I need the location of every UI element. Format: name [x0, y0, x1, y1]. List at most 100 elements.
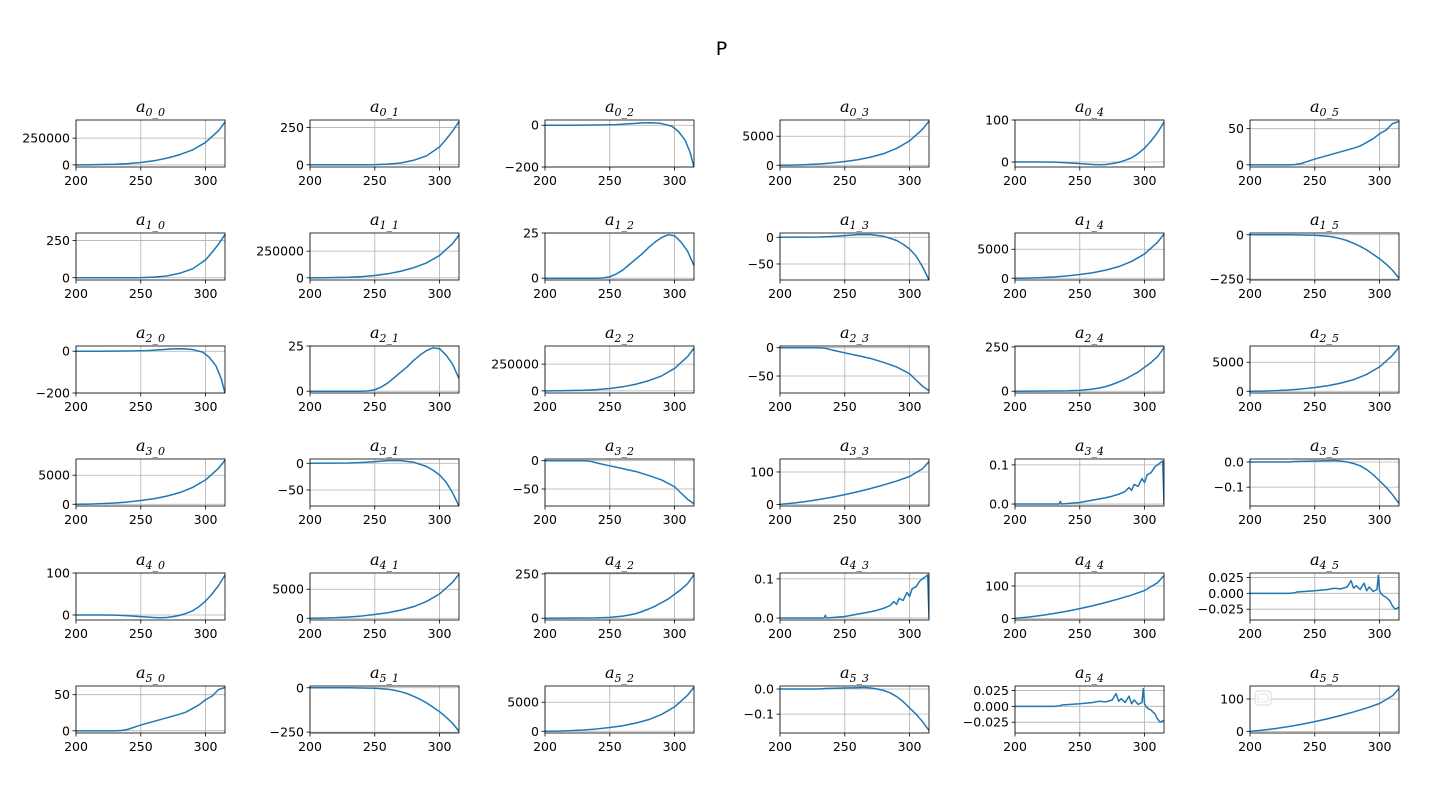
- series-line: [780, 120, 929, 167]
- x-tick-label: 300: [194, 173, 218, 188]
- subplot-3-4: 200 250 300 0.0 0.1 a3_4: [989, 436, 1165, 527]
- subplot-3-5: 200 250 300 0.0 −0.1 a3_5: [1214, 436, 1400, 527]
- y-tick-label: 0: [1236, 157, 1244, 172]
- x-tick-label: 200: [1238, 173, 1262, 188]
- title-subscript: 0_5: [1320, 106, 1340, 119]
- y-tick-label: 250: [280, 120, 304, 135]
- title-letter: a: [136, 323, 146, 342]
- y-tick-label: 0: [62, 607, 70, 622]
- x-tick-label: 200: [64, 626, 88, 641]
- y-tick-label: 5000: [507, 695, 539, 710]
- title-subscript: 3_5: [1320, 445, 1340, 458]
- x-tick-label: 300: [898, 286, 922, 301]
- axes-frame: [309, 572, 460, 621]
- title-letter: a: [136, 663, 146, 682]
- y-tick-label: 0: [531, 724, 539, 739]
- subplot-3-2: 200 250 300 0 −50 a3_2: [513, 436, 695, 527]
- series-line: [1015, 347, 1164, 392]
- y-tick-label: 0.0: [754, 682, 774, 697]
- axes-frame: [1249, 232, 1400, 281]
- subplot-title: a3_2: [605, 436, 634, 458]
- subplot-1-2: 200 250 300 0 25 a1_2: [523, 210, 695, 301]
- subplot-title: a3_4: [1075, 436, 1104, 458]
- title-subscript: 1_2: [615, 219, 635, 232]
- subplot-title: a4_4: [1075, 550, 1104, 572]
- title-letter: a: [840, 436, 850, 455]
- y-tick-label: 0: [531, 271, 539, 286]
- axes-frame: [779, 232, 930, 281]
- y-tick-label: 0.000: [973, 699, 1009, 714]
- x-tick-label: 200: [533, 286, 557, 301]
- y-tick-label: 0: [296, 680, 304, 695]
- subplot-1-3: 200 250 300 0 −50 a1_3: [748, 210, 930, 301]
- x-tick-label: 200: [1238, 399, 1262, 414]
- subplot-0-4: 200 250 300 0 100 a0_4: [985, 97, 1165, 188]
- axes-frame: [309, 119, 460, 168]
- x-tick-label: 250: [363, 286, 387, 301]
- series-line: [780, 686, 929, 731]
- subplot-title: a0_1: [370, 97, 399, 119]
- x-tick-label: 200: [64, 512, 88, 527]
- subplot-title: a1_1: [370, 210, 399, 232]
- subplot-4-3: 200 250 300 0.0 0.1 a4_3: [754, 550, 930, 641]
- title-letter: a: [370, 436, 380, 455]
- y-tick-label: −50: [278, 482, 304, 497]
- y-tick-label: 5000: [977, 242, 1009, 257]
- y-tick-label: 100: [1220, 691, 1244, 706]
- title-letter: a: [605, 97, 615, 116]
- x-tick-label: 300: [428, 399, 452, 414]
- x-tick-label: 200: [298, 739, 322, 754]
- x-tick-label: 250: [129, 173, 153, 188]
- subplot-title: a0_2: [605, 97, 634, 119]
- x-tick-label: 250: [129, 512, 153, 527]
- x-tick-label: 250: [129, 286, 153, 301]
- x-tick-label: 250: [1303, 173, 1327, 188]
- title-subscript: 5_1: [380, 672, 400, 685]
- x-tick-label: 200: [768, 739, 792, 754]
- legend-placeholder: [1257, 693, 1269, 703]
- title-subscript: 0_0: [146, 106, 166, 119]
- subplot-title: a0_0: [136, 97, 165, 119]
- series-line: [1015, 233, 1164, 280]
- series-line: [1015, 121, 1164, 166]
- subplot-4-4: 200 250 300 0 100 a4_4: [985, 550, 1165, 641]
- axes-frame: [779, 458, 930, 507]
- x-tick-label: 300: [194, 626, 218, 641]
- x-tick-label: 300: [1133, 626, 1157, 641]
- title-letter: a: [1075, 663, 1085, 682]
- subplot-title: a4_2: [605, 550, 634, 572]
- subplot-2-3: 200 250 300 0 −50 a2_3: [748, 323, 930, 414]
- subplot-0-3: 200 250 300 0 5000 a0_3: [742, 97, 930, 188]
- y-tick-label: 250: [985, 339, 1009, 354]
- x-tick-label: 250: [598, 399, 622, 414]
- axes-frame: [1014, 458, 1165, 507]
- title-subscript: 3_3: [850, 445, 870, 458]
- x-tick-label: 300: [1133, 399, 1157, 414]
- subplot-title: a1_3: [840, 210, 869, 232]
- y-tick-label: 100: [985, 578, 1009, 593]
- x-tick-label: 250: [129, 399, 153, 414]
- subplot-title: a5_0: [136, 663, 165, 685]
- subplot-2-2: 200 250 300 0 250000 a2_2: [491, 323, 695, 414]
- subplot-title: a4_3: [840, 550, 869, 572]
- series-line: [1015, 575, 1164, 620]
- title-subscript: 3_1: [380, 445, 400, 458]
- subplot-5-1: 200 250 300 0 −250 a5_1: [270, 663, 460, 754]
- y-tick-label: 0.1: [754, 571, 774, 586]
- series-line: [76, 574, 225, 619]
- y-tick-label: 0.0: [1224, 455, 1244, 470]
- y-tick-label: 250000: [256, 244, 304, 259]
- x-tick-label: 300: [1368, 739, 1392, 754]
- y-tick-label: 0: [766, 230, 774, 245]
- y-tick-label: 0: [296, 157, 304, 172]
- series-line: [76, 686, 225, 732]
- x-tick-label: 250: [1068, 512, 1092, 527]
- x-tick-label: 300: [428, 512, 452, 527]
- series-line: [780, 346, 929, 392]
- subplot-1-5: 200 250 300 0 −250 a1_5: [1210, 210, 1400, 301]
- x-tick-label: 200: [1003, 512, 1027, 527]
- title-letter: a: [136, 550, 146, 569]
- x-tick-label: 250: [833, 626, 857, 641]
- x-tick-label: 300: [663, 512, 687, 527]
